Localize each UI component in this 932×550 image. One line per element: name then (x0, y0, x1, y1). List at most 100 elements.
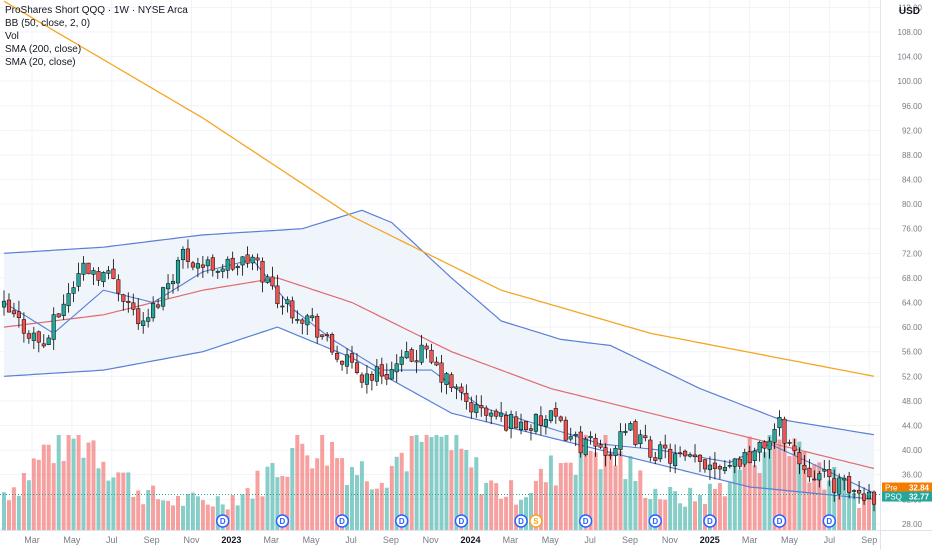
candle-body[interactable] (638, 434, 643, 445)
candle-body[interactable] (61, 303, 66, 316)
candle-body[interactable] (81, 262, 86, 275)
candle-body[interactable] (658, 444, 663, 460)
candle-body[interactable] (170, 280, 176, 285)
candle-body[interactable] (51, 314, 56, 340)
indicator-sma-20[interactable]: SMA (20, close) (5, 57, 76, 68)
candle-body[interactable] (6, 299, 12, 313)
candle-body[interactable] (692, 454, 698, 458)
candle-body[interactable] (166, 283, 171, 290)
candle-body[interactable] (613, 447, 618, 457)
candle-body[interactable] (528, 428, 534, 431)
candle-body[interactable] (300, 319, 305, 324)
candle-body[interactable] (414, 360, 419, 363)
candle-body[interactable] (563, 419, 568, 441)
candle-body[interactable] (195, 263, 200, 269)
candle-body[interactable] (200, 264, 205, 268)
candle-body[interactable] (275, 285, 280, 305)
candle-body[interactable] (573, 434, 578, 437)
dividend-marker-icon[interactable] (822, 514, 837, 528)
dividend-marker-icon[interactable] (772, 514, 787, 528)
candle-body[interactable] (111, 268, 116, 279)
candle-body[interactable] (260, 260, 265, 283)
price-tag-pre[interactable] (882, 482, 932, 493)
candle-body[interactable] (543, 419, 548, 427)
candle-body[interactable] (459, 386, 464, 393)
candle-body[interactable] (603, 447, 608, 456)
candle-body[interactable] (514, 416, 519, 429)
dividend-marker-icon[interactable] (648, 514, 663, 528)
candle-body[interactable] (230, 257, 235, 270)
candle-body[interactable] (648, 439, 653, 458)
candle-body[interactable] (583, 438, 588, 456)
candle-body[interactable] (46, 337, 51, 345)
candle-body[interactable] (424, 345, 429, 350)
candle-body[interactable] (240, 256, 245, 266)
candle-body[interactable] (707, 464, 712, 471)
candle-body[interactable] (310, 315, 315, 319)
candle-body[interactable] (628, 423, 633, 431)
candle-body[interactable] (374, 366, 379, 382)
candle-body[interactable] (598, 444, 603, 448)
candle-body[interactable] (817, 473, 822, 481)
candle-body[interactable] (663, 444, 668, 449)
candle-body[interactable] (245, 254, 250, 264)
candle-body[interactable] (290, 300, 295, 319)
candle-body[interactable] (474, 403, 479, 413)
candle-body[interactable] (747, 451, 752, 464)
candle-body[interactable] (161, 287, 166, 307)
candle-body[interactable] (71, 287, 76, 294)
candle-body[interactable] (175, 259, 181, 284)
candle-body[interactable] (325, 334, 330, 336)
candle-body[interactable] (250, 256, 255, 264)
candle-body[interactable] (499, 412, 504, 417)
candle-body[interactable] (618, 431, 623, 450)
split-marker-icon[interactable] (529, 514, 543, 528)
candle-body[interactable] (131, 302, 136, 310)
candle-body[interactable] (742, 452, 747, 465)
candle-body[interactable] (330, 334, 335, 353)
candle-body[interactable] (722, 467, 727, 472)
candle-body[interactable] (235, 266, 240, 269)
candle-body[interactable] (86, 262, 91, 275)
candle-body[interactable] (404, 351, 409, 359)
candle-body[interactable] (509, 414, 514, 429)
candle-body[interactable] (434, 361, 439, 366)
candle-body[interactable] (41, 343, 46, 347)
candle-body[interactable] (767, 440, 772, 450)
candle-body[interactable] (31, 332, 36, 341)
candle-body[interactable] (633, 421, 638, 445)
dividend-marker-icon[interactable] (275, 514, 290, 528)
candle-body[interactable] (494, 410, 499, 417)
candle-body[interactable] (265, 276, 270, 283)
candle-body[interactable] (866, 491, 872, 500)
candle-body[interactable] (349, 353, 355, 363)
candle-body[interactable] (558, 416, 563, 421)
candle-body[interactable] (121, 294, 126, 302)
candle-body[interactable] (797, 452, 802, 465)
indicator-bollinger-bands[interactable]: BB (50, close, 2, 0) (5, 18, 91, 29)
candle-body[interactable] (712, 462, 717, 469)
candle-body[interactable] (56, 313, 61, 318)
candle-body[interactable] (752, 450, 757, 461)
candle-body[interactable] (787, 442, 792, 444)
candle-body[interactable] (717, 466, 722, 470)
candle-body[interactable] (444, 373, 449, 385)
candle-body[interactable] (1, 300, 7, 308)
candle-body[interactable] (757, 441, 762, 453)
candle-body[interactable] (782, 418, 787, 444)
candle-body[interactable] (479, 405, 484, 409)
candle-body[interactable] (16, 311, 21, 319)
candle-body[interactable] (777, 417, 782, 429)
candle-body[interactable] (106, 270, 111, 274)
candle-body[interactable] (772, 429, 777, 443)
candle-body[interactable] (340, 360, 345, 365)
candle-body[interactable] (553, 408, 558, 417)
candle-body[interactable] (673, 453, 678, 467)
symbol-title[interactable]: ProShares Short QQQ · 1W · NYSE Arca (5, 5, 188, 16)
candle-body[interactable] (429, 349, 434, 363)
candle-body[interactable] (484, 407, 489, 416)
candle-body[interactable] (852, 490, 857, 492)
candle-body[interactable] (454, 386, 459, 389)
candle-body[interactable] (394, 363, 399, 373)
candle-body[interactable] (320, 334, 325, 337)
